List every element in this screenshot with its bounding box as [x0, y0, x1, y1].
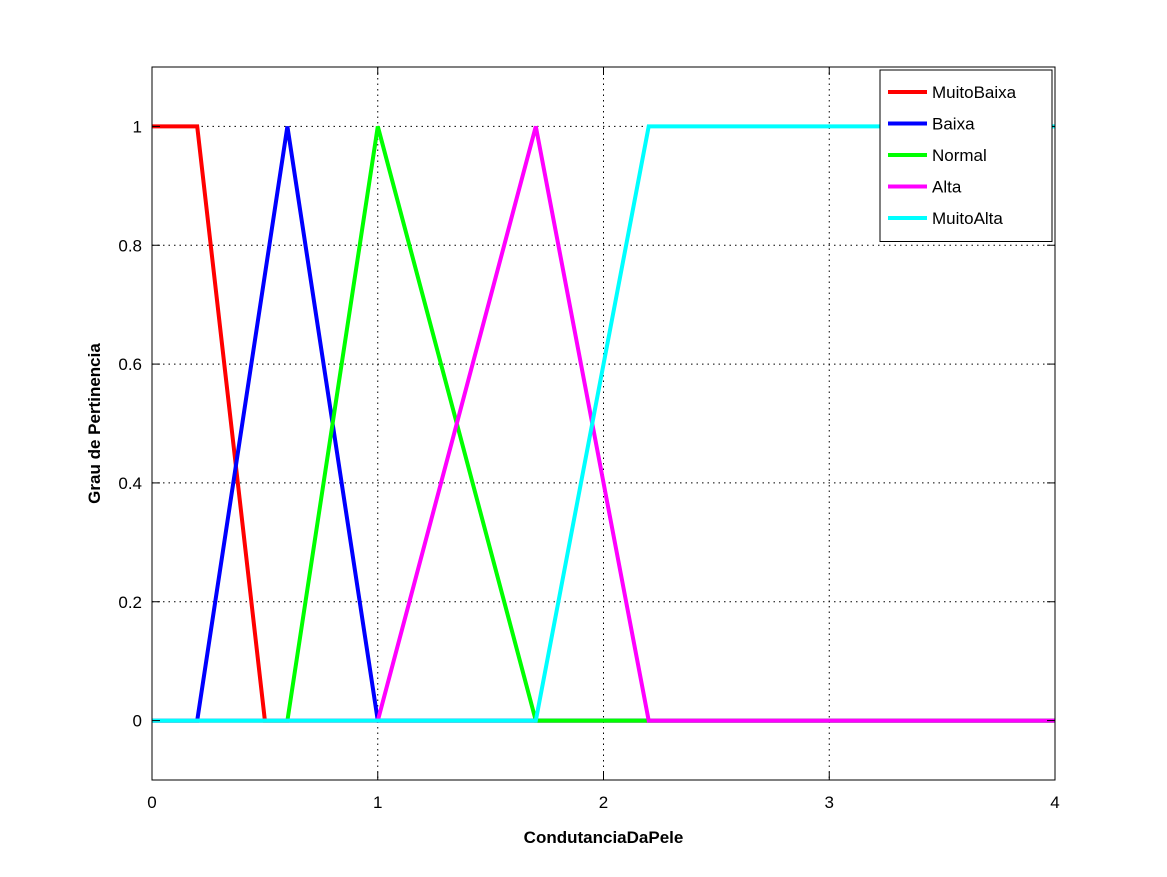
legend-label-muitoalta: MuitoAlta — [932, 209, 1003, 228]
series-lines — [152, 124, 1055, 723]
y-tick-label: 0.2 — [118, 593, 142, 612]
x-tick-label: 4 — [1050, 793, 1059, 812]
legend-label-alta: Alta — [932, 178, 962, 197]
y-tick-label: 0.4 — [118, 474, 142, 493]
legend-label-baixa: Baixa — [932, 115, 975, 134]
x-tick-label: 3 — [825, 793, 834, 812]
y-tick-label: 1 — [133, 117, 142, 136]
y-tick-label: 0 — [133, 712, 142, 731]
series-line-muitoalta — [152, 124, 1055, 723]
legend: MuitoBaixa Baixa Normal Alta MuitoAlta — [879, 69, 1053, 242]
y-tick-label: 0.8 — [118, 236, 142, 255]
x-tick-label: 1 — [373, 793, 382, 812]
axis-ticks — [151, 67, 1056, 780]
x-axis-label: CondutanciaDaPele — [524, 828, 684, 847]
legend-label-muitobaixa: MuitoBaixa — [932, 83, 1017, 102]
y-axis-label: Grau de Pertinencia — [85, 343, 104, 504]
y-tick-label: 0.6 — [118, 355, 142, 374]
tick-labels: 0 1 2 3 4 0 0.2 0.4 0.6 0.8 1 — [118, 117, 1059, 812]
legend-label-normal: Normal — [932, 146, 987, 165]
x-tick-label: 0 — [147, 793, 156, 812]
x-tick-label: 2 — [599, 793, 608, 812]
